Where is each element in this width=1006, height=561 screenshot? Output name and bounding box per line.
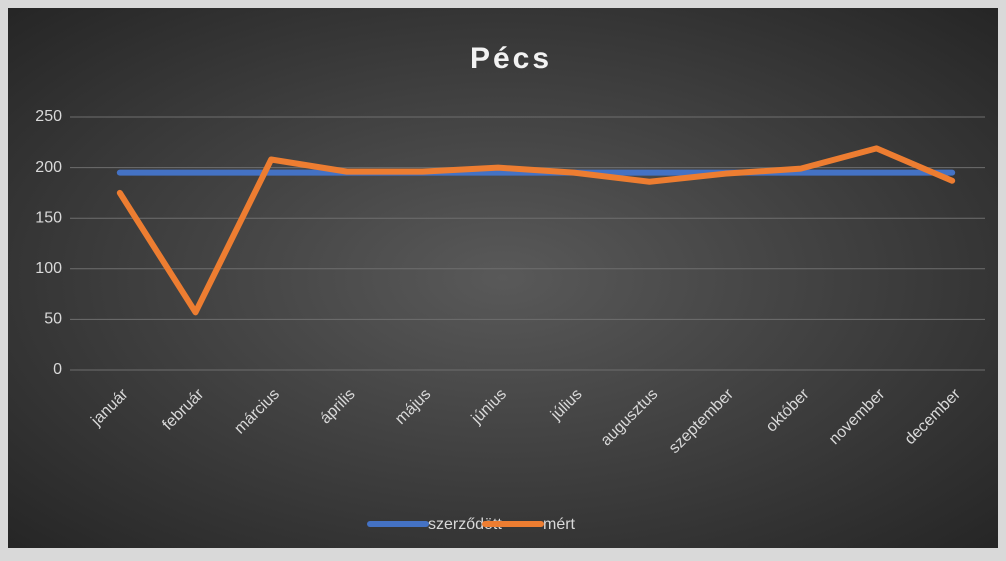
y-tick-label: 100 (35, 260, 62, 277)
y-tick-label: 200 (35, 159, 62, 176)
y-tick-label: 150 (35, 209, 62, 226)
line-series (116, 145, 956, 316)
chart-title: Pécs (470, 42, 552, 75)
legend-label: szerződött (428, 516, 502, 533)
legend-label: mért (543, 516, 576, 533)
y-tick-label: 250 (35, 108, 62, 125)
chart-area (8, 8, 998, 548)
y-tick-label: 0 (53, 361, 62, 378)
y-tick-label: 50 (44, 311, 62, 328)
